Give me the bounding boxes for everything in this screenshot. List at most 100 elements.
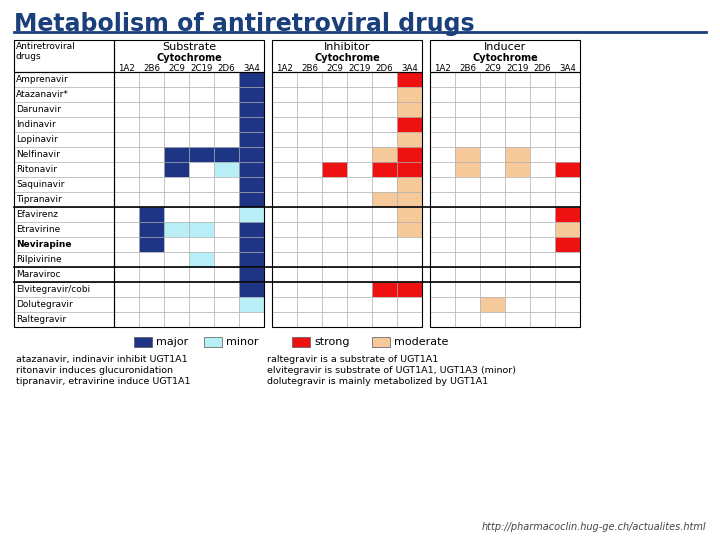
Bar [372,177,397,192]
Bar [164,267,189,282]
Text: 2B6: 2B6 [459,64,476,73]
Bar [397,102,422,117]
Bar [372,207,397,222]
Text: tipranavir, etravirine induce UGT1A1: tipranavir, etravirine induce UGT1A1 [16,377,191,386]
Bar [189,237,214,252]
Bar [114,222,139,237]
Bar [397,117,422,132]
Bar [322,117,347,132]
Bar [455,177,480,192]
Bar [322,237,347,252]
Bar [214,117,239,132]
Bar [164,87,189,102]
Text: Metabolism of antiretroviral drugs: Metabolism of antiretroviral drugs [14,12,474,36]
Bar [14,102,114,117]
Bar [214,132,239,147]
Text: 2C9: 2C9 [326,64,343,73]
Bar [322,192,347,207]
Bar [530,297,555,312]
Bar [530,162,555,177]
Text: Saquinavir: Saquinavir [16,180,64,189]
Bar [480,192,505,207]
Bar [297,132,322,147]
Text: 3A4: 3A4 [401,64,418,73]
Bar [397,297,422,312]
Bar [239,207,264,222]
Bar [555,267,580,282]
Bar [530,177,555,192]
Text: 2B6: 2B6 [301,64,318,73]
Bar [272,192,297,207]
Bar [297,297,322,312]
Bar [430,72,455,87]
Bar [14,237,114,252]
Bar [455,252,480,267]
Text: 1A2: 1A2 [434,64,451,73]
Bar [189,132,214,147]
Bar [480,72,505,87]
Bar [214,192,239,207]
Bar [272,177,297,192]
Bar [455,207,480,222]
Bar [114,132,139,147]
Bar [297,192,322,207]
Bar [14,40,114,72]
Bar [114,267,139,282]
Bar [530,147,555,162]
Bar [297,177,322,192]
Bar [214,312,239,327]
Text: Etravirine: Etravirine [16,225,60,234]
Bar [214,177,239,192]
Bar [322,162,347,177]
Bar [555,282,580,297]
Bar [139,72,164,87]
Bar [530,252,555,267]
Bar [372,147,397,162]
Bar [322,222,347,237]
Bar [372,267,397,282]
Bar [372,252,397,267]
Bar [189,177,214,192]
Text: 3A4: 3A4 [559,64,576,73]
Bar [164,192,189,207]
Text: Inhibitor: Inhibitor [324,42,370,52]
Bar [480,132,505,147]
Bar [272,297,297,312]
Bar [239,117,264,132]
Bar [322,87,347,102]
Bar [322,147,347,162]
Bar [214,222,239,237]
Bar [297,312,322,327]
Bar [555,117,580,132]
Bar [239,222,264,237]
Bar [14,117,114,132]
Bar [164,132,189,147]
Bar [272,87,297,102]
Bar [164,222,189,237]
Text: moderate: moderate [394,337,449,347]
Text: elvitegravir is substrate of UGT1A1, UGT1A3 (minor): elvitegravir is substrate of UGT1A1, UGT… [267,366,516,375]
Bar [164,237,189,252]
Text: 2C19: 2C19 [506,64,528,73]
Bar [347,222,372,237]
Bar [430,102,455,117]
Bar [292,337,310,347]
Text: 3A4: 3A4 [243,64,260,73]
Bar [480,207,505,222]
Bar [347,117,372,132]
Bar [505,252,530,267]
Text: 1A2: 1A2 [276,64,293,73]
Bar [347,72,372,87]
Bar [189,222,214,237]
Bar [455,297,480,312]
Bar [530,207,555,222]
Bar [347,87,372,102]
Bar [372,72,397,87]
Bar [480,162,505,177]
Text: Amprenavir: Amprenavir [16,75,68,84]
Text: Darunavir: Darunavir [16,105,61,114]
Bar [139,192,164,207]
Bar [555,297,580,312]
Bar [164,162,189,177]
Bar [430,207,455,222]
